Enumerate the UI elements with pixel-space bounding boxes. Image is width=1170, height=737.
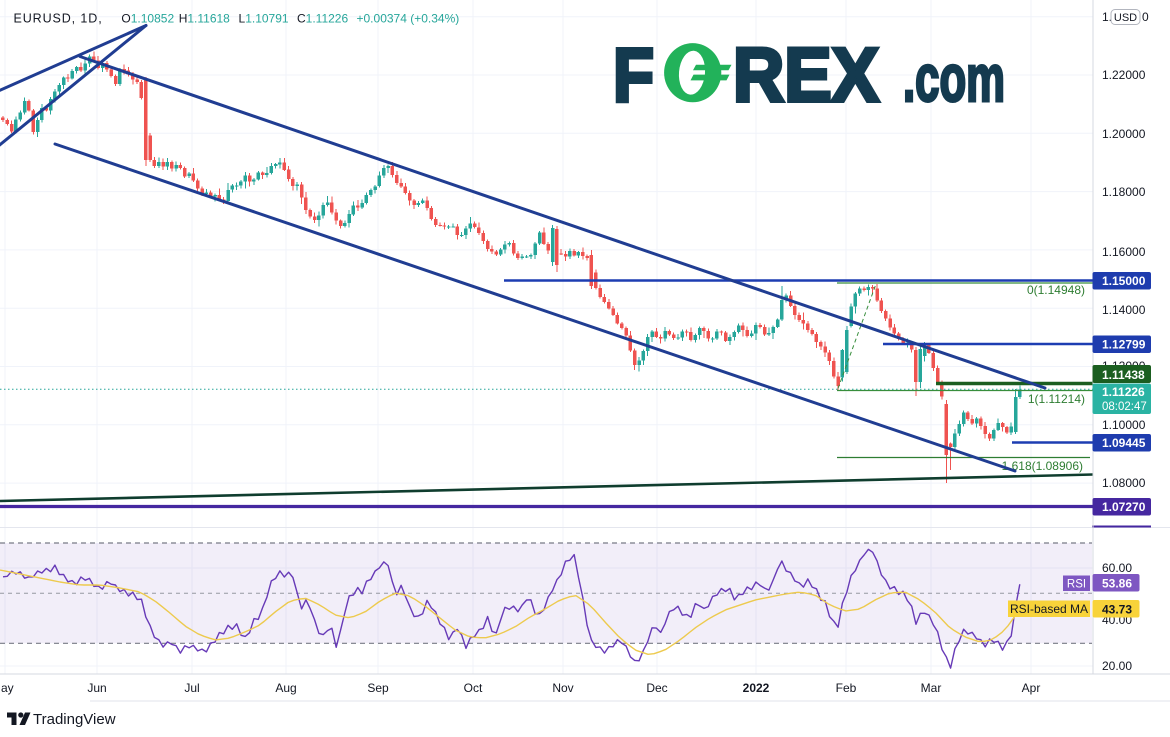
svg-text:53.86: 53.86 [1102, 577, 1132, 591]
svg-text:1.20000: 1.20000 [1102, 127, 1146, 141]
svg-text:Jun: Jun [87, 681, 106, 695]
svg-text:Dec: Dec [646, 681, 667, 695]
svg-text:20.00: 20.00 [1102, 659, 1132, 673]
svg-text:1.618(1.08906): 1.618(1.08906) [1002, 459, 1083, 473]
svg-text:1(1.11214): 1(1.11214) [1028, 392, 1085, 406]
svg-text:Aug: Aug [275, 681, 296, 695]
svg-text:USD: USD [1114, 12, 1137, 24]
svg-text:43.73: 43.73 [1102, 603, 1132, 617]
svg-text:Sep: Sep [367, 681, 389, 695]
svg-text:Mar: Mar [921, 681, 942, 695]
svg-text:0: 0 [1142, 10, 1149, 24]
svg-text:EURUSD, 1D,: EURUSD, 1D, [14, 12, 103, 26]
svg-text:60.00: 60.00 [1102, 561, 1132, 575]
svg-text:ay: ay [1, 681, 14, 695]
svg-text:1.09445: 1.09445 [1102, 436, 1146, 450]
svg-text:2022: 2022 [743, 681, 770, 695]
svg-text:1.10000: 1.10000 [1102, 418, 1146, 432]
svg-text:O1.10852: O1.10852 [121, 12, 174, 26]
svg-text:0(1.14948): 0(1.14948) [1027, 283, 1085, 297]
svg-text:TradingView: TradingView [33, 711, 116, 728]
svg-text:Nov: Nov [552, 681, 573, 695]
svg-text:H1.11618: H1.11618 [179, 12, 230, 26]
svg-text:C1.11226: C1.11226 [297, 12, 348, 26]
svg-text:1.: 1. [1102, 10, 1112, 24]
svg-text:RSI-based MA: RSI-based MA [1010, 602, 1088, 616]
svg-text:Jul: Jul [184, 681, 199, 695]
svg-text:RSI: RSI [1067, 579, 1086, 591]
svg-text:.com: .com [903, 41, 1005, 115]
svg-text:1.15000: 1.15000 [1102, 274, 1146, 288]
svg-text:L1.10791: L1.10791 [239, 12, 289, 26]
svg-text:+0.00374 (+0.34%): +0.00374 (+0.34%) [357, 12, 460, 26]
svg-text:1.11438: 1.11438 [1102, 368, 1145, 382]
svg-text:1.11226: 1.11226 [1102, 385, 1145, 399]
svg-text:1.07270: 1.07270 [1102, 500, 1146, 514]
svg-text:1.18000: 1.18000 [1102, 185, 1146, 199]
svg-text:F: F [613, 33, 654, 118]
svg-text:1.16000: 1.16000 [1102, 245, 1146, 259]
svg-text:1.14000: 1.14000 [1102, 303, 1146, 317]
svg-text:1.08000: 1.08000 [1102, 476, 1146, 490]
svg-text:1.22000: 1.22000 [1102, 68, 1146, 82]
svg-text:Feb: Feb [836, 681, 857, 695]
svg-text:Oct: Oct [464, 681, 483, 695]
svg-text:REX: REX [733, 33, 879, 118]
svg-text:08:02:47: 08:02:47 [1102, 401, 1147, 413]
svg-text:1.12799: 1.12799 [1102, 338, 1146, 352]
svg-text:Apr: Apr [1022, 681, 1041, 695]
